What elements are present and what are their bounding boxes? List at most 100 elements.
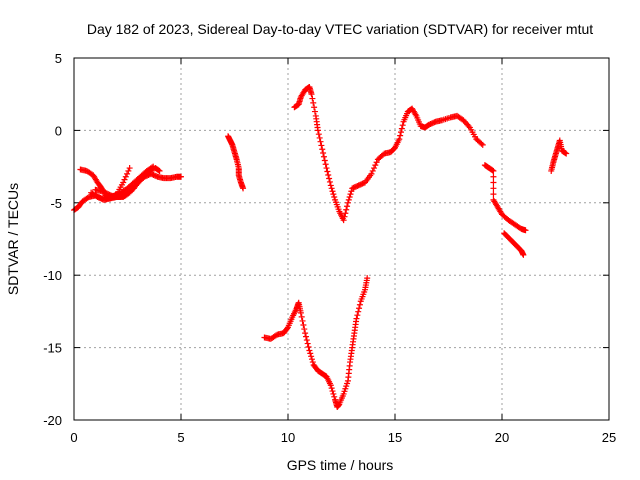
data-point bbox=[329, 388, 336, 395]
data-point bbox=[345, 196, 352, 203]
data-point bbox=[340, 390, 347, 397]
data-point bbox=[330, 191, 337, 198]
y-tick-label: -10 bbox=[43, 268, 62, 283]
data-point bbox=[355, 308, 362, 315]
data-point bbox=[240, 185, 247, 192]
data-point bbox=[299, 317, 306, 324]
x-tick-label: 25 bbox=[602, 430, 616, 445]
data-point bbox=[121, 176, 128, 183]
data-point bbox=[397, 129, 404, 136]
y-tick-label: -15 bbox=[43, 341, 62, 356]
data-point bbox=[478, 140, 485, 147]
data-point bbox=[304, 340, 311, 347]
data-point bbox=[148, 164, 155, 171]
data-point bbox=[563, 150, 570, 157]
data-point bbox=[371, 165, 378, 172]
data-point bbox=[284, 325, 291, 332]
data-point bbox=[369, 167, 376, 174]
data-point bbox=[322, 161, 329, 168]
series-arc-5 bbox=[481, 162, 529, 234]
series-arc-7 bbox=[548, 137, 570, 174]
data-point bbox=[298, 313, 305, 320]
data-point bbox=[320, 153, 327, 160]
data-point bbox=[342, 210, 349, 217]
data-point bbox=[343, 206, 350, 213]
data-point bbox=[342, 385, 349, 392]
chart-title: Day 182 of 2023, Sidereal Day-to-day VTE… bbox=[87, 21, 593, 37]
data-point bbox=[490, 173, 497, 180]
data-point bbox=[329, 188, 336, 195]
data-point bbox=[178, 173, 184, 180]
data-point bbox=[308, 356, 315, 363]
data-point bbox=[522, 227, 529, 234]
data-point bbox=[301, 326, 308, 333]
data-point bbox=[490, 185, 497, 192]
data-point bbox=[348, 188, 355, 195]
data-point bbox=[344, 199, 351, 206]
data-point bbox=[324, 168, 331, 175]
x-tick-label: 20 bbox=[495, 430, 509, 445]
data-point bbox=[341, 388, 348, 395]
data-point bbox=[122, 173, 129, 180]
x-tick-label: 10 bbox=[281, 430, 295, 445]
data-point bbox=[126, 165, 133, 172]
data-point bbox=[306, 347, 313, 354]
x-tick-label: 5 bbox=[177, 430, 184, 445]
series-arc-3 bbox=[261, 275, 371, 410]
data-point bbox=[396, 136, 403, 143]
data-point bbox=[326, 178, 333, 185]
data-point bbox=[399, 122, 406, 129]
data-point bbox=[308, 353, 315, 360]
data-point bbox=[490, 167, 497, 174]
data-point bbox=[124, 170, 131, 177]
data-point bbox=[327, 382, 334, 389]
data-point bbox=[317, 138, 324, 145]
y-tick-label: 0 bbox=[55, 123, 62, 138]
data-point bbox=[328, 185, 335, 192]
data-point bbox=[354, 312, 361, 319]
data-point bbox=[330, 390, 337, 397]
data-point bbox=[326, 175, 333, 182]
data-point bbox=[318, 142, 325, 149]
data-point bbox=[310, 99, 317, 106]
data-point bbox=[340, 217, 347, 224]
data-point bbox=[297, 309, 304, 316]
data-point bbox=[328, 385, 335, 392]
data-point bbox=[372, 162, 379, 169]
x-axis-label: GPS time / hours bbox=[287, 457, 394, 473]
data-point bbox=[309, 359, 316, 366]
data-point bbox=[343, 383, 350, 390]
data-point bbox=[347, 191, 354, 198]
data-point bbox=[490, 191, 497, 198]
data-point bbox=[300, 322, 307, 329]
data-point bbox=[321, 157, 328, 164]
data-point bbox=[125, 167, 132, 174]
data-point bbox=[308, 91, 315, 98]
data-point bbox=[320, 149, 327, 156]
data-point bbox=[302, 330, 309, 337]
data-point bbox=[120, 179, 127, 186]
data-point bbox=[356, 301, 363, 308]
data-point bbox=[319, 146, 326, 153]
series-arc-6 bbox=[501, 230, 527, 258]
data-point bbox=[314, 127, 321, 134]
y-tick-label: -20 bbox=[43, 413, 62, 428]
series-arc-1e bbox=[92, 163, 157, 201]
data-point bbox=[307, 350, 314, 357]
data-point bbox=[311, 104, 318, 111]
y-tick-label: -5 bbox=[50, 196, 62, 211]
data-point bbox=[479, 141, 486, 148]
data-point bbox=[309, 95, 316, 102]
data-point bbox=[373, 159, 380, 166]
data-point bbox=[398, 125, 405, 132]
data-point bbox=[346, 194, 353, 201]
data-point bbox=[520, 251, 527, 258]
data-point bbox=[341, 213, 348, 220]
data-point bbox=[311, 108, 318, 115]
data-point bbox=[344, 203, 351, 210]
data-point bbox=[353, 315, 360, 322]
grid bbox=[74, 58, 609, 420]
data-point bbox=[315, 131, 322, 138]
series-arc-4 bbox=[291, 83, 486, 224]
